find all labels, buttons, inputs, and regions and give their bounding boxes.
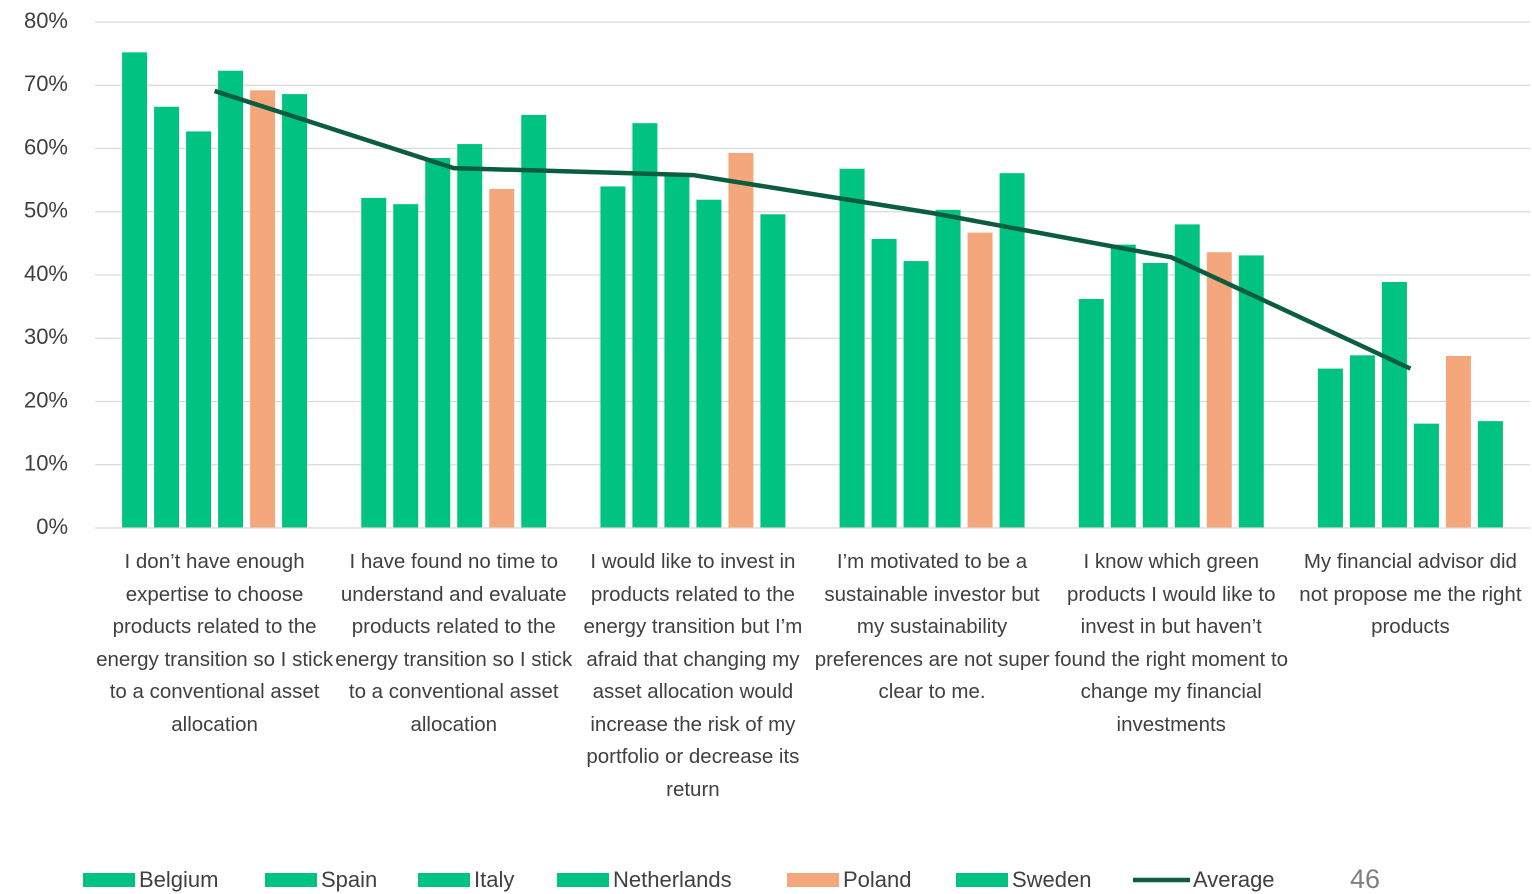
y-tick-label: 50%: [24, 198, 68, 223]
legend-swatch: [265, 873, 317, 887]
bar: [664, 175, 690, 528]
bar: [218, 70, 244, 528]
bar: [425, 157, 451, 529]
legend-swatch: [83, 873, 135, 887]
bar: [1078, 299, 1104, 528]
bar: [489, 188, 515, 529]
bar: [154, 106, 180, 528]
y-tick-label: 20%: [24, 387, 68, 412]
legend-swatch: [956, 873, 1008, 887]
bar: [600, 186, 626, 528]
bar: [282, 94, 308, 528]
bar: [1110, 244, 1136, 528]
legend-label: Sweden: [1012, 867, 1092, 892]
average-line: [213, 88, 1412, 371]
bar: [696, 199, 722, 529]
x-tick-label: I would like to invest in products relat…: [583, 550, 803, 801]
bar: [1477, 421, 1503, 528]
bar: [1381, 281, 1407, 528]
bar: [967, 232, 993, 528]
bar: [393, 204, 419, 528]
y-tick-label: 30%: [24, 324, 68, 349]
legend-label: Spain: [321, 867, 377, 892]
y-tick-label: 0%: [36, 514, 68, 539]
bar: [1317, 368, 1343, 528]
bar: [1413, 423, 1439, 528]
bar: [839, 168, 865, 529]
x-tick-label: I’m motivated to be a sustainable invest…: [814, 550, 1050, 703]
legend-label: Netherlands: [613, 867, 732, 892]
y-tick-label: 70%: [24, 71, 68, 96]
bar: [935, 209, 961, 529]
legend-swatch: [557, 873, 609, 887]
x-tick-label: I know which green products I would like…: [1054, 550, 1289, 736]
bar: [186, 131, 212, 529]
bar: [1142, 262, 1168, 528]
x-tick-label: My financial advisor did not propose me …: [1299, 550, 1522, 638]
legend-label: Belgium: [139, 867, 218, 892]
bar: [999, 173, 1025, 529]
bar: [250, 90, 276, 528]
x-tick-label: I have found no time to understand and e…: [335, 550, 573, 736]
legend-swatch: [787, 873, 839, 887]
y-tick-label: 40%: [24, 261, 68, 286]
bar: [1174, 224, 1200, 528]
y-tick-label: 10%: [24, 451, 68, 476]
page-number: 46: [1350, 864, 1380, 894]
bar: [521, 114, 547, 528]
bar: [903, 261, 929, 528]
bar: [457, 144, 483, 528]
y-tick-label: 60%: [24, 134, 68, 159]
legend-label: Poland: [843, 867, 912, 892]
x-tick-label: I don’t have enough expertise to choose …: [96, 550, 334, 736]
y-tick-label: 80%: [24, 8, 68, 33]
bar: [871, 238, 897, 528]
bar: [632, 123, 658, 528]
bar: [760, 214, 786, 528]
legend-label: Average: [1193, 867, 1275, 892]
bar: [1206, 252, 1232, 529]
legend-label: Italy: [474, 867, 514, 892]
bar: [1445, 355, 1471, 528]
bar: [728, 152, 754, 529]
bar: [361, 197, 387, 528]
legend-swatch: [418, 873, 470, 887]
bar: [122, 52, 148, 529]
bar: [1349, 355, 1375, 528]
